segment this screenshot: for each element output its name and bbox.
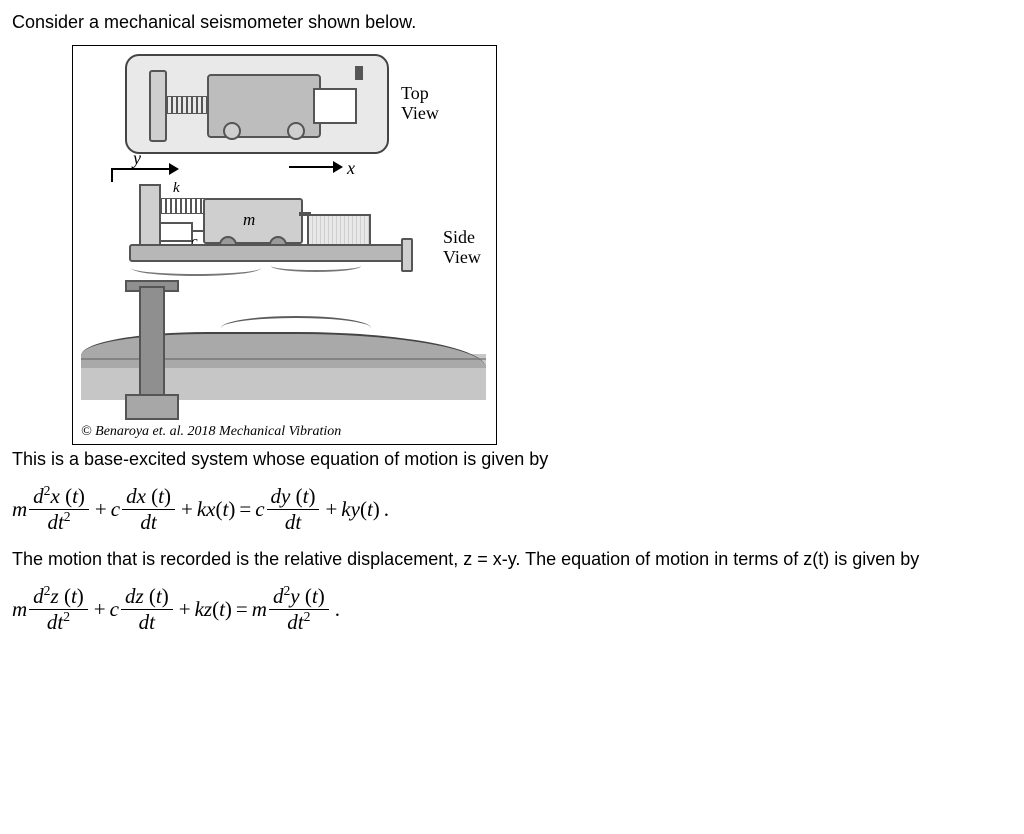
figure-caption: © Benaroya et. al. 2018 Mechanical Vibra… [81,424,488,440]
eq2-m: m [12,597,27,622]
eq1-frac-1: d2x (t) dt2 [27,484,91,535]
eq2-frac-2: dz (t) dt [119,584,175,635]
y-axis-label: y [133,148,141,169]
side-view-row: k c m Side View [81,184,488,294]
top-view-row: Top View [81,54,488,154]
eq1-frac-2: dx (t) dt [120,484,177,535]
x-axis-label: x [347,158,355,179]
side-view-diagram: k c m [91,184,431,294]
k-label: k [173,180,180,197]
equation-2: m d2z (t) dt2 + c dz (t) dt + kz (t) = m… [12,584,1012,635]
side-view-label-line1: Side [443,228,481,248]
top-view-label-line1: Top [401,84,439,104]
paragraph-2: The motion that is recorded is the relat… [12,549,1012,570]
figure-container: Top View y x k c m Side View [72,45,497,445]
paragraph-1: This is a base-excited system whose equa… [12,449,1012,470]
eq2-frac-3: d2y (t) dt2 [267,584,331,635]
equation-1: m d2x (t) dt2 + c dx (t) dt + kx (t) = c… [12,484,1012,535]
top-view-diagram [125,54,389,154]
m-label: m [243,210,255,230]
eq1-frac-3: dy (t) dt [265,484,322,535]
ground-diagram [81,294,486,422]
intro-text: Consider a mechanical seismometer shown … [12,12,1012,33]
side-view-label: Side View [443,228,481,268]
top-view-label-line2: View [401,104,439,124]
top-view-label: Top View [401,84,439,124]
eq2-frac-1: d2z (t) dt2 [27,584,90,635]
eq1-m: m [12,497,27,522]
side-view-label-line2: View [443,248,481,268]
axes-labels: y x [91,154,431,184]
